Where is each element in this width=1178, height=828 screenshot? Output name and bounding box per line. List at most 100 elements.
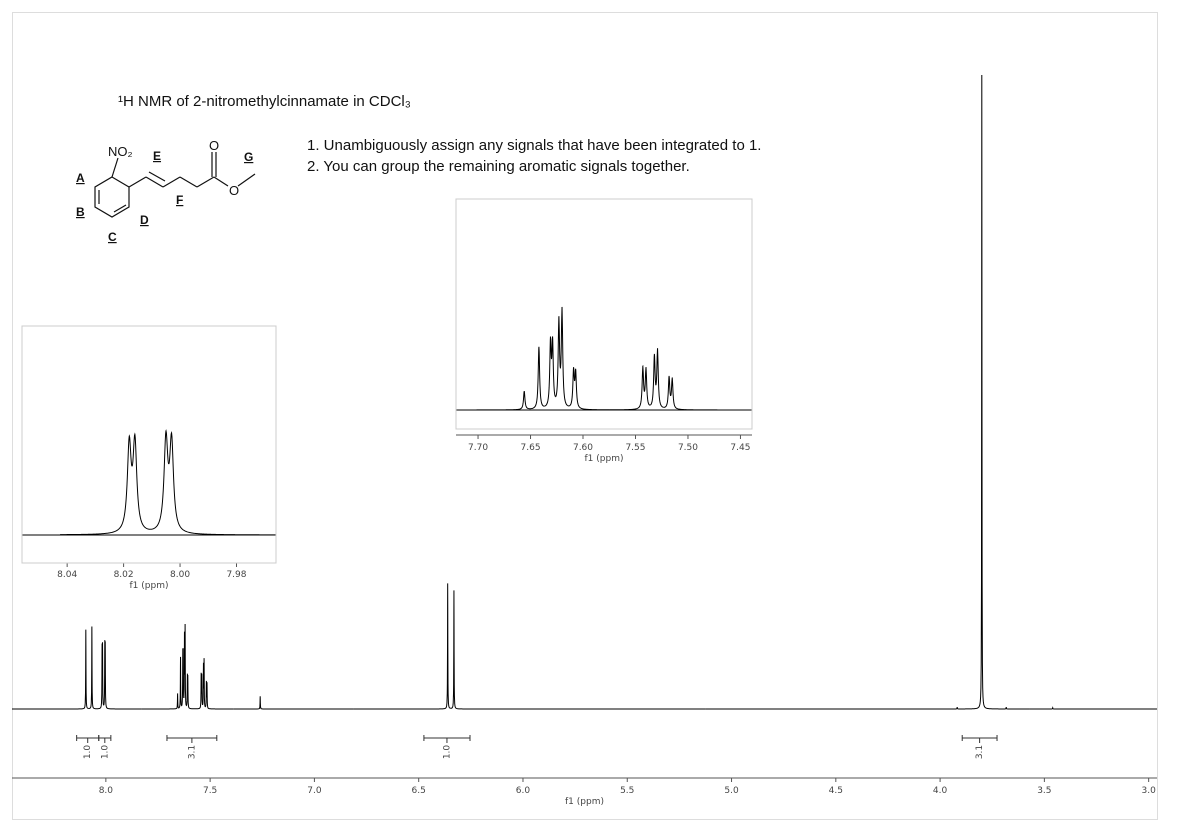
peak <box>353 583 451 710</box>
x-tick-label: 7.5 <box>203 786 217 796</box>
peak <box>559 306 569 407</box>
x-tick-label: 7.0 <box>307 786 322 796</box>
peak <box>969 74 995 710</box>
proton-label: G <box>244 150 253 164</box>
peak <box>643 367 651 406</box>
atom-label: O <box>209 138 219 153</box>
peak <box>705 706 970 710</box>
peak <box>649 353 657 406</box>
atom-label: NO₂ <box>108 144 133 159</box>
bond <box>162 176 181 188</box>
x-tick-label: 5.0 <box>724 786 739 796</box>
x-tick-label: 7.55 <box>625 443 645 453</box>
title: ¹H NMR of 2-nitromethylcinnamate in CDCl… <box>118 93 411 110</box>
peak <box>993 706 1030 710</box>
peak <box>233 696 354 710</box>
peak <box>1029 706 1157 710</box>
x-tick-label: 4.5 <box>829 786 843 796</box>
peak <box>88 626 97 710</box>
bond <box>111 157 119 178</box>
x-tick-label: 7.50 <box>678 443 698 453</box>
atom-label: O <box>229 183 239 198</box>
peak <box>194 672 202 710</box>
x-axis-label: f1 (ppm) <box>585 454 624 464</box>
note: 2. You can group the remaining aromatic … <box>307 158 690 175</box>
peak <box>141 693 180 710</box>
peak <box>663 375 672 408</box>
peak <box>104 641 142 710</box>
integral-label: 1.0 <box>442 745 452 760</box>
peak <box>203 658 206 707</box>
x-tick-label: 7.45 <box>730 443 750 453</box>
peak <box>450 590 706 710</box>
x-tick-label: 3.0 <box>1141 786 1156 796</box>
peak <box>187 674 195 710</box>
peak <box>101 642 105 706</box>
inset-frame <box>455 198 753 430</box>
bond <box>113 204 127 213</box>
peak <box>150 429 170 530</box>
peak <box>456 390 532 411</box>
note: 1. Unambiguously assign any signals that… <box>307 137 761 154</box>
integral-label: 3.1 <box>187 745 197 759</box>
x-tick-label: 7.65 <box>521 443 541 453</box>
peak <box>609 364 645 411</box>
integral-bracket <box>166 735 218 743</box>
integral-label: 1.0 <box>100 745 110 760</box>
x-tick-label: 6.5 <box>412 786 426 796</box>
proton-label: B <box>76 205 85 219</box>
bond <box>237 173 256 187</box>
peak <box>178 656 182 709</box>
peak <box>544 336 552 407</box>
peak <box>567 367 576 407</box>
peak <box>168 431 276 536</box>
peak <box>206 682 234 710</box>
peak <box>670 377 752 411</box>
integral-label: 1.0 <box>83 745 93 760</box>
frame <box>12 12 1158 820</box>
peak <box>655 348 664 408</box>
proton-label: E <box>153 149 161 163</box>
peak <box>184 624 187 706</box>
proton-label: C <box>108 230 117 244</box>
x-tick-label: 8.02 <box>114 570 134 580</box>
x-tick-label: 3.5 <box>1037 786 1051 796</box>
peak <box>574 368 610 411</box>
integral-label: 3.1 <box>975 745 985 759</box>
peak <box>96 643 103 710</box>
integral-bracket <box>98 735 112 743</box>
x-tick-label: 6.0 <box>516 786 531 796</box>
bond <box>148 171 166 182</box>
x-tick-label: 4.0 <box>933 786 948 796</box>
x-axis-label: f1 (ppm) <box>565 797 604 807</box>
peak <box>531 346 545 410</box>
bond <box>128 176 147 188</box>
x-tick-label: 7.98 <box>226 570 246 580</box>
integral-bracket <box>961 735 998 743</box>
x-tick-label: 8.0 <box>99 786 114 796</box>
integral-bracket <box>423 735 471 743</box>
x-tick-label: 8.00 <box>170 570 190 580</box>
peak <box>200 673 204 706</box>
proton-label: A <box>76 171 85 185</box>
peak <box>131 432 151 530</box>
bond <box>213 176 229 187</box>
x-axis-label: f1 (ppm) <box>130 581 169 591</box>
bond <box>145 176 164 188</box>
inset-frame <box>21 325 277 564</box>
proton-label: F <box>176 193 183 207</box>
x-tick-label: 8.04 <box>57 570 77 580</box>
x-tick-label: 5.5 <box>620 786 634 796</box>
peak <box>60 434 133 536</box>
bond <box>196 176 215 188</box>
bond <box>179 176 198 188</box>
proton-label: D <box>140 213 149 227</box>
x-tick-label: 7.70 <box>468 443 488 453</box>
peak <box>555 316 561 397</box>
peak <box>551 336 556 398</box>
integral-bracket <box>76 735 100 743</box>
x-tick-label: 7.60 <box>573 443 593 453</box>
peak <box>12 629 89 710</box>
ring <box>94 176 130 218</box>
